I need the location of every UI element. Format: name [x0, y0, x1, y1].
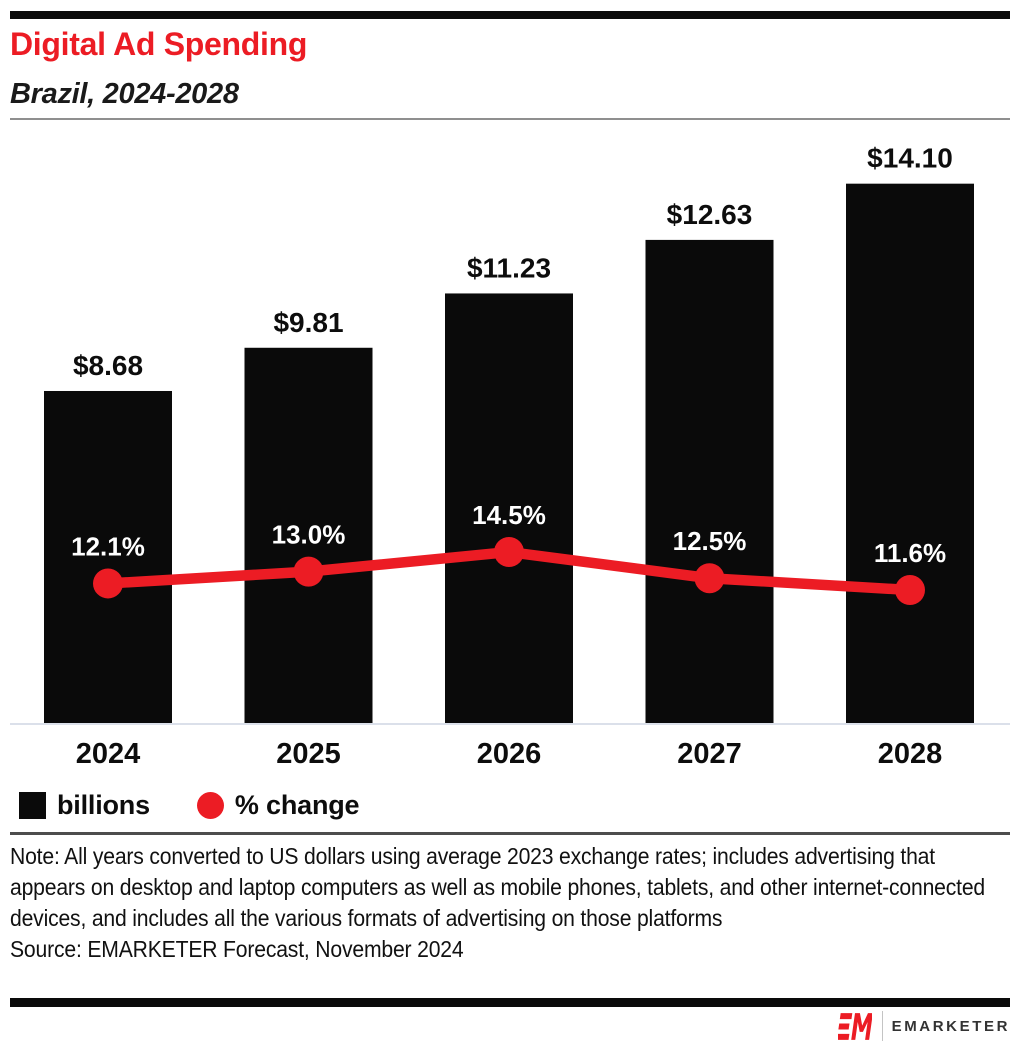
bar-value-label-2024: $8.68	[73, 350, 143, 381]
pct-marker-2024	[93, 568, 123, 599]
pct-label-2027: 12.5%	[673, 526, 747, 556]
emarketer-monogram-icon	[837, 1012, 872, 1040]
pct-marker-2026	[494, 537, 524, 568]
pct-marker-2025	[293, 556, 324, 587]
bar-2026	[445, 293, 573, 723]
page-title: Digital Ad Spending	[10, 26, 308, 62]
pct-label-2024: 12.1%	[71, 531, 145, 561]
x-tick-2025: 2025	[276, 738, 341, 770]
line-series-swatch	[196, 791, 224, 819]
line-series-label: % change	[234, 789, 360, 820]
bar-2027	[645, 239, 774, 723]
note-text: Note: All years converted to US dollars …	[10, 843, 986, 931]
bar-2025	[244, 347, 373, 723]
pct-label-2028: 11.6%	[874, 538, 946, 568]
combo-chart: $8.68 $9.81 $11.23 $12.63 $14.10 12.1% 13.0% 14…	[10, 143, 1010, 770]
x-tick-2024: 2024	[76, 738, 141, 770]
bar-2024	[44, 390, 172, 723]
pct-label-2026: 14.5%	[472, 500, 546, 530]
x-tick-2027: 2027	[677, 738, 742, 770]
source-text: Source: EMARKETER Forecast, November 202…	[10, 936, 464, 962]
brand-divider	[881, 1011, 883, 1041]
footnotes: Note: All years converted to US dollars …	[10, 841, 1013, 965]
bar-series-label: billions	[57, 789, 150, 820]
pct-marker-2028	[895, 575, 925, 606]
footer-rule	[10, 998, 1010, 1007]
pct-marker-2027	[694, 563, 725, 594]
pct-label-2025: 13.0%	[272, 520, 346, 550]
bar-value-label-2027: $12.63	[667, 199, 753, 230]
top-rule	[10, 11, 1010, 19]
bar-value-label-2025: $9.81	[273, 307, 343, 338]
chart-legend: billions % change	[19, 789, 360, 820]
brand-wordmark: EMARKETER	[891, 1017, 1010, 1035]
bar-2028	[846, 183, 974, 724]
x-tick-2026: 2026	[477, 738, 542, 770]
bar-series-swatch	[19, 791, 46, 819]
bar-value-label-2028: $14.10	[867, 143, 953, 174]
brand-logo: EMARKETER	[837, 1010, 1010, 1042]
bar-value-label-2026: $11.23	[467, 252, 551, 283]
subtitle-rule	[10, 118, 1010, 120]
x-tick-2028: 2028	[878, 738, 943, 770]
page-subtitle: Brazil, 2024-2028	[10, 78, 239, 110]
note-separator	[10, 832, 1010, 835]
